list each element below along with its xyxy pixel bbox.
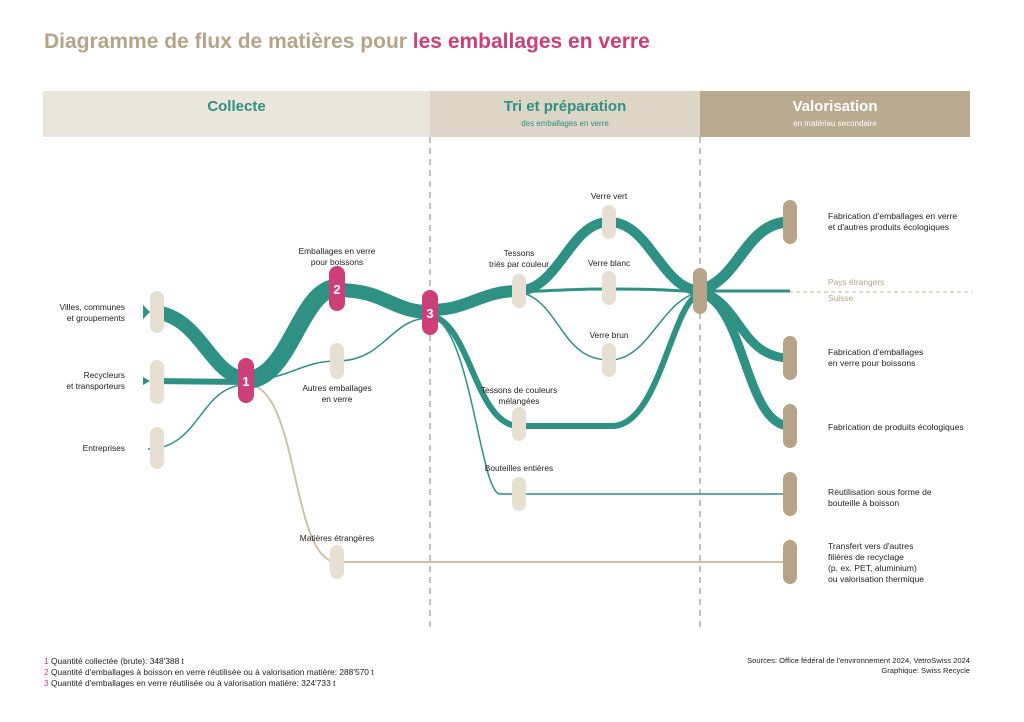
node-2 xyxy=(329,266,345,311)
label-tessons-tries: Tessons triés par couleur xyxy=(488,248,550,269)
flow-3-to-tessons xyxy=(429,285,520,316)
node-reutilisation xyxy=(783,472,797,516)
node-autres xyxy=(330,343,344,379)
node-fab-boissons xyxy=(783,336,797,380)
label-entreprises: Entreprises xyxy=(82,443,125,453)
node-vert xyxy=(602,205,616,239)
credit-line: Graphique: Swiss Recycle xyxy=(881,666,970,675)
node-fab-produits xyxy=(783,404,797,448)
stage-tri: Tri et préparation des emballages en ver… xyxy=(430,91,700,137)
node-fab-emballages xyxy=(783,200,797,244)
node-brun xyxy=(602,343,616,377)
flow-2-to-3 xyxy=(336,283,431,319)
label-bouteilles-entieres: Bouteilles entières xyxy=(484,463,554,473)
stage-sublabel: des emballages en verre xyxy=(521,119,609,128)
node-villes xyxy=(150,291,164,333)
stage-label: Collecte xyxy=(207,98,266,115)
flow-recycleurs xyxy=(149,378,247,385)
node-3-number: 3 xyxy=(426,306,433,321)
flow-matieres-etrangeres xyxy=(245,383,790,563)
node-1 xyxy=(238,358,254,403)
flow-to-fab-emballages xyxy=(698,216,791,296)
label-verre-brun: Verre brun xyxy=(589,330,629,340)
stage-label: Valorisation xyxy=(792,98,878,115)
label-verre-vert: Verre vert xyxy=(590,191,628,201)
flow-villes xyxy=(149,305,247,385)
zone-foreign: Pays étrangers xyxy=(828,277,885,287)
node-melanges xyxy=(512,407,526,441)
node-tessons xyxy=(512,274,526,308)
arrow-recycleurs xyxy=(143,377,150,385)
label-tessons-melanges: Tessons de couleurs mélangées xyxy=(480,385,558,406)
node-valorisation-hub xyxy=(693,268,707,314)
dest-fab-produits: Fabrication de produits écologiques xyxy=(828,422,964,432)
legend-item: 3 Quantité d'emballages en verre réutili… xyxy=(44,678,336,688)
label-autres-emballages: Autres emballages en verre xyxy=(302,383,372,404)
dest-transfert: Transfert vers d'autres filières de recy… xyxy=(828,541,925,584)
flow-to-fab-produits xyxy=(698,288,791,431)
node-2-number: 2 xyxy=(333,282,340,297)
label-verre-blanc: Verre blanc xyxy=(587,258,631,268)
stage-valorisation: Valorisation en matériau secondaire xyxy=(700,91,970,137)
source-note: Sources: Office fédéral de l'environneme… xyxy=(747,656,970,676)
title-prefix: Diagramme de flux de matières pour xyxy=(44,30,407,53)
zone-swiss: Suisse xyxy=(828,293,854,303)
diagram-title: Diagramme de flux de matières pour les e… xyxy=(44,30,650,54)
node-1-number: 1 xyxy=(242,374,249,389)
node-bouteilles xyxy=(512,477,526,511)
legend-item: 2 Quantité d'emballages à boisson en ver… xyxy=(44,667,374,677)
stage-sublabel: en matériau secondaire xyxy=(793,119,877,128)
legend: 1 Quantité collectée (brute): 348'388 t … xyxy=(44,656,374,689)
arrow-villes xyxy=(143,305,150,319)
node-recycleurs xyxy=(150,360,164,404)
dest-fab-emballages: Fabrication d'emballages en verre et d'a… xyxy=(828,211,958,232)
stage-label: Tri et préparation xyxy=(503,98,627,115)
flow-autres-to-3 xyxy=(336,317,431,362)
label-matieres-etrangeres: Matières étrangères xyxy=(299,533,375,543)
node-blanc xyxy=(602,271,616,305)
label-emballages-boissons: Emballages en verre pour boissons xyxy=(298,246,376,267)
node-3 xyxy=(422,290,438,335)
dest-reutilisation: Réutilisation sous forme de bouteille à … xyxy=(828,487,932,508)
title-accent: les emballages en verre xyxy=(412,30,650,53)
legend-item: 1 Quantité collectée (brute): 348'388 t xyxy=(44,656,184,666)
node-transfert xyxy=(783,540,797,584)
flow-3-to-melanges xyxy=(429,291,702,429)
flow-1-to-2 xyxy=(244,279,339,389)
dest-fab-boissons: Fabrication d'emballages en verre pour b… xyxy=(828,347,924,368)
node-matieres xyxy=(330,545,344,579)
node-entreprises xyxy=(150,427,164,469)
source-line: Sources: Office fédéral de l'environneme… xyxy=(747,656,970,665)
label-villes: Villes, communes et groupements xyxy=(59,302,125,323)
stage-collecte: Collecte xyxy=(43,91,430,137)
label-recycleurs: Recycleurs et transporteurs xyxy=(66,370,125,391)
